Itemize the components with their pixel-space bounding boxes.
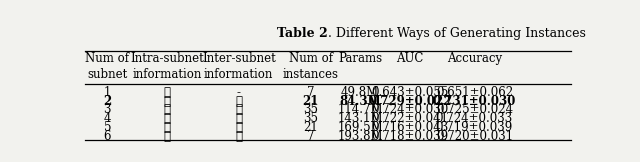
Text: ✓: ✓ (236, 121, 242, 134)
Text: ✓: ✓ (236, 104, 242, 116)
Text: 114.7M: 114.7M (337, 104, 383, 116)
Text: 0.720±0.031: 0.720±0.031 (436, 130, 513, 143)
Text: 6: 6 (104, 130, 111, 143)
Text: ✓: ✓ (163, 95, 170, 108)
Text: Num of
subnet: Num of subnet (85, 52, 129, 81)
Text: Inter-subnet
information: Inter-subnet information (202, 52, 276, 81)
Text: 3: 3 (104, 104, 111, 116)
Text: 0.731±0.030: 0.731±0.030 (433, 95, 516, 108)
Text: 35: 35 (303, 104, 318, 116)
Text: Table 2: Table 2 (277, 27, 328, 40)
Text: 193.8M: 193.8M (337, 130, 383, 143)
Text: Num of
instances: Num of instances (283, 52, 339, 81)
Text: 21: 21 (303, 95, 319, 108)
Text: -: - (237, 86, 241, 99)
Text: 35: 35 (303, 112, 318, 125)
Text: 0.724±0.033: 0.724±0.033 (436, 112, 513, 125)
Text: 0.725±0.024: 0.725±0.024 (436, 104, 513, 116)
Text: ✓: ✓ (236, 95, 242, 108)
Text: 0.718±0.039: 0.718±0.039 (371, 130, 449, 143)
Text: Intra-subnet
information: Intra-subnet information (130, 52, 204, 81)
Text: 5: 5 (104, 121, 111, 134)
Text: 21: 21 (303, 121, 318, 134)
Text: ✓: ✓ (163, 121, 170, 134)
Text: 169.5M: 169.5M (337, 121, 383, 134)
Text: 4: 4 (104, 112, 111, 125)
Text: ✓: ✓ (236, 112, 242, 125)
Text: 1: 1 (104, 86, 111, 99)
Text: ✓: ✓ (236, 130, 242, 143)
Text: ✓: ✓ (163, 130, 170, 143)
Text: Accuracy: Accuracy (447, 52, 502, 65)
Text: 0.716±0.043: 0.716±0.043 (371, 121, 449, 134)
Text: 49.8M: 49.8M (341, 86, 380, 99)
Text: 0.651±0.062: 0.651±0.062 (436, 86, 513, 99)
Text: 0.719±0.039: 0.719±0.039 (436, 121, 513, 134)
Text: 7: 7 (307, 86, 314, 99)
Text: 0.722±0.041: 0.722±0.041 (371, 112, 449, 125)
Text: 84.3M: 84.3M (339, 95, 381, 108)
Text: Params: Params (338, 52, 382, 65)
Text: 0.643±0.055: 0.643±0.055 (371, 86, 449, 99)
Text: 2: 2 (103, 95, 111, 108)
Text: ✓: ✓ (163, 112, 170, 125)
Text: ✓: ✓ (163, 104, 170, 116)
Text: 0.729±0.022: 0.729±0.022 (368, 95, 452, 108)
Text: 0.724±0.030: 0.724±0.030 (371, 104, 449, 116)
Text: . Different Ways of Generating Instances: . Different Ways of Generating Instances (328, 27, 586, 40)
Text: AUC: AUC (396, 52, 424, 65)
Text: 7: 7 (307, 130, 314, 143)
Text: ✓: ✓ (163, 86, 170, 99)
Text: 143.1M: 143.1M (337, 112, 383, 125)
